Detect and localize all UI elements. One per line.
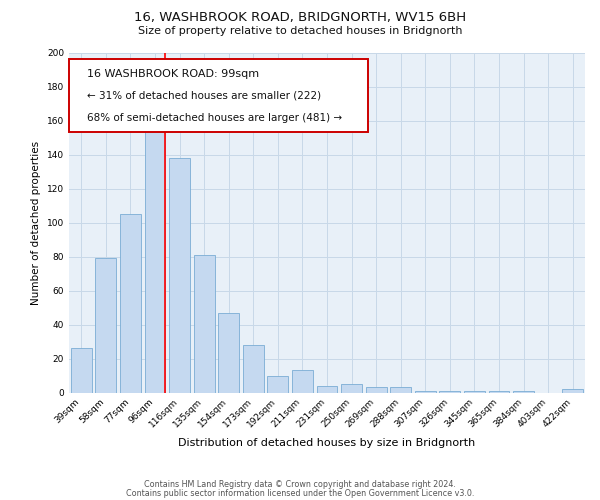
Bar (145, 112, 166, 392)
Bar (95, 258, 116, 392)
Bar (341, 384, 362, 392)
Text: 68% of semi-detached houses are larger (481) →: 68% of semi-detached houses are larger (… (87, 113, 342, 123)
Text: Size of property relative to detached houses in Bridgnorth: Size of property relative to detached ho… (138, 26, 462, 36)
Bar (365, 388, 386, 392)
Bar (464, 391, 485, 392)
FancyBboxPatch shape (69, 60, 368, 132)
Bar (268, 376, 289, 392)
Bar (439, 391, 460, 392)
Bar (562, 389, 583, 392)
Bar (120, 214, 141, 392)
Bar (317, 386, 337, 392)
Bar (218, 312, 239, 392)
Text: ← 31% of detached houses are smaller (222): ← 31% of detached houses are smaller (22… (87, 91, 321, 101)
Text: Contains HM Land Registry data © Crown copyright and database right 2024.: Contains HM Land Registry data © Crown c… (144, 480, 456, 489)
Bar (292, 370, 313, 392)
Bar (243, 345, 264, 393)
Bar (390, 388, 411, 392)
Bar (169, 158, 190, 392)
Text: 16 WASHBROOK ROAD: 99sqm: 16 WASHBROOK ROAD: 99sqm (87, 69, 259, 79)
Bar (194, 255, 215, 392)
Y-axis label: Number of detached properties: Number of detached properties (31, 140, 41, 304)
Text: 16, WASHBROOK ROAD, BRIDGNORTH, WV15 6BH: 16, WASHBROOK ROAD, BRIDGNORTH, WV15 6BH (134, 12, 466, 24)
Bar (415, 391, 436, 392)
Text: Contains public sector information licensed under the Open Government Licence v3: Contains public sector information licen… (126, 489, 474, 498)
X-axis label: Distribution of detached houses by size in Bridgnorth: Distribution of detached houses by size … (178, 438, 476, 448)
Bar (488, 391, 509, 392)
Bar (513, 391, 534, 392)
Bar (71, 348, 92, 393)
